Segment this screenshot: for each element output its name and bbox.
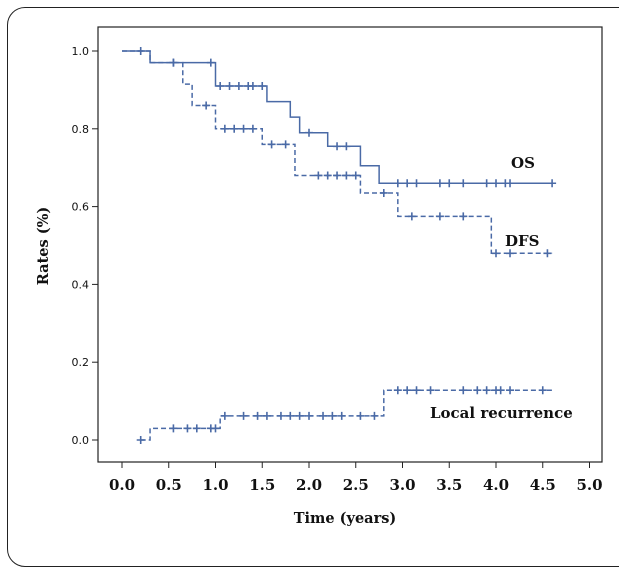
censor-mark-dfs: [333, 171, 342, 180]
censor-mark-os: [248, 82, 257, 91]
censor-mark-os: [482, 179, 491, 188]
y-tick-label: 0.6: [72, 201, 90, 214]
km-chart: 0.0 0.2 0.4 0.6 0.8 1.0 0.0 0.5 1.0 1.5 2.0 2.5 3.0…: [35, 26, 603, 527]
censor-mark-os: [206, 58, 215, 67]
x-tick-label: 3.0: [389, 476, 415, 494]
censor-mark-local-recurrence: [412, 386, 421, 395]
censor-mark-os: [225, 82, 234, 91]
x-tick-label: 4.5: [530, 476, 556, 494]
censor-mark-os: [342, 142, 351, 151]
y-tick-label: 1.0: [72, 45, 90, 58]
censor-mark-local-recurrence: [286, 411, 295, 420]
x-tick-label: 2.5: [343, 476, 369, 494]
x-axis: 0.0 0.5 1.0 1.5 2.0 2.5 3.0 3.5 4.0 4.5 5.0: [109, 462, 603, 494]
censor-mark-local-recurrence: [211, 424, 220, 433]
censor-mark-local-recurrence: [220, 411, 229, 420]
y-tick-label: 0.4: [72, 278, 90, 291]
y-tick-label: 0.0: [72, 434, 90, 447]
censor-mark-os: [403, 179, 412, 188]
censor-mark-dfs: [281, 140, 290, 149]
censor-mark-dfs: [323, 171, 332, 180]
series-line-dfs: [122, 50, 553, 255]
censor-mark-dfs: [543, 249, 552, 258]
censor-mark-local-recurrence: [459, 386, 468, 395]
curves: [122, 47, 557, 444]
plot-area: [97, 26, 603, 463]
censor-mark-dfs: [202, 101, 211, 110]
censor-mark-os: [216, 82, 225, 91]
x-axis-title: Time (years): [294, 510, 396, 527]
y-axis: 0.0 0.2 0.4 0.6 0.8 1.0: [72, 45, 98, 447]
x-tick-label: 4.0: [483, 476, 509, 494]
x-tick-label: 5.0: [576, 476, 602, 494]
x-tick-label: 3.5: [436, 476, 462, 494]
censor-mark-local-recurrence: [506, 386, 515, 395]
censor-mark-dfs: [230, 124, 239, 133]
censor-mark-os: [258, 82, 267, 91]
censor-mark-os: [412, 179, 421, 188]
censor-mark-local-recurrence: [496, 386, 505, 395]
censor-mark-os: [305, 128, 313, 137]
censor-mark-local-recurrence: [426, 386, 435, 395]
censor-mark-local-recurrence: [393, 386, 402, 395]
censor-mark-dfs: [351, 171, 360, 180]
censor-mark-local-recurrence: [262, 411, 271, 420]
series-label-dfs: DFS: [505, 232, 540, 250]
x-tick-label: 0.0: [109, 476, 135, 494]
censor-mark-dfs: [169, 58, 178, 67]
censor-mark-local-recurrence: [276, 411, 285, 420]
censor-mark-dfs: [314, 171, 323, 180]
censor-mark-os: [234, 82, 243, 91]
censor-mark-dfs: [435, 212, 444, 221]
censor-mark-os: [459, 179, 468, 188]
censor-mark-local-recurrence: [538, 386, 547, 395]
censor-mark-local-recurrence: [370, 411, 379, 420]
censor-mark-local-recurrence: [473, 386, 482, 395]
x-tick-label: 2.0: [296, 476, 322, 494]
series-line-local-recurrence: [140, 389, 553, 441]
censor-mark-dfs: [267, 140, 276, 149]
censor-mark-os: [333, 142, 342, 151]
censor-mark-dfs: [492, 249, 500, 258]
series-line-os: [122, 50, 553, 185]
censor-mark-local-recurrence: [253, 411, 262, 420]
censor-mark-local-recurrence: [305, 411, 313, 420]
censor-mark-local-recurrence: [337, 411, 346, 420]
censor-mark-dfs: [459, 212, 468, 221]
censor-mark-dfs: [220, 124, 229, 133]
censor-mark-os: [548, 179, 557, 188]
y-tick-label: 0.2: [72, 356, 90, 369]
censor-mark-dfs: [342, 171, 351, 180]
y-tick-label: 0.8: [72, 123, 90, 136]
censor-mark-os: [445, 179, 454, 188]
censor-mark-dfs: [379, 188, 388, 197]
censor-mark-dfs: [248, 124, 257, 133]
censor-mark-local-recurrence: [403, 386, 412, 395]
censor-mark-os: [506, 179, 515, 188]
x-tick-label: 0.5: [156, 476, 182, 494]
series-label-local-recurrence: Local recurrence: [430, 404, 573, 422]
censor-mark-dfs: [506, 249, 515, 258]
censor-mark-local-recurrence: [482, 386, 491, 395]
censor-mark-os: [492, 179, 500, 188]
censor-mark-os: [435, 179, 444, 188]
censor-mark-local-recurrence: [319, 411, 328, 420]
censor-mark-os: [393, 179, 402, 188]
censor-mark-dfs: [407, 212, 416, 221]
censor-mark-local-recurrence: [169, 424, 178, 433]
censor-mark-local-recurrence: [328, 411, 337, 420]
censor-mark-local-recurrence: [239, 411, 248, 420]
censor-mark-local-recurrence: [295, 411, 304, 420]
y-axis-title: Rates (%): [35, 207, 52, 285]
censor-mark-local-recurrence: [183, 424, 192, 433]
x-tick-label: 1.0: [202, 476, 228, 494]
series-label-os: OS: [511, 154, 535, 172]
x-tick-label: 1.5: [249, 476, 275, 494]
censor-mark-local-recurrence: [136, 436, 145, 444]
censor-mark-dfs: [239, 124, 248, 133]
censor-mark-local-recurrence: [356, 411, 365, 420]
censor-mark-local-recurrence: [192, 424, 201, 433]
